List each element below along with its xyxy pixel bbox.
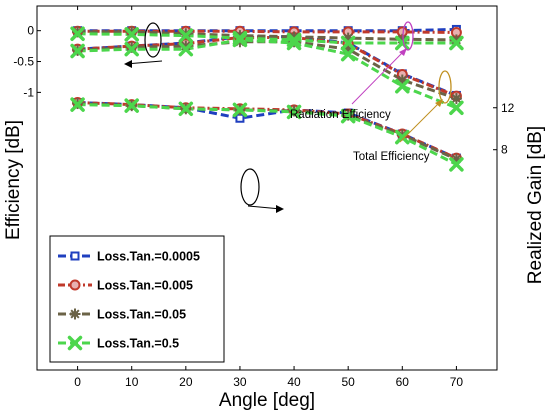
data-point-radiation-efficiency [395,35,410,51]
gain-ellipse [240,168,260,206]
data-point-total-efficiency [286,35,302,51]
data-point-realized-gain [124,98,139,113]
legend: Loss.Tan.=0.0005 Loss.Tan.=0.005 Loss.Tan.… [49,235,225,363]
data-point-radiation-efficiency [286,32,302,48]
x-axis: 0 10 20 30 40 50 60 70 [74,6,463,389]
legend-item: Loss.Tan.=0.5 [58,335,179,351]
radiation-arrow [351,49,406,105]
legend-marker [69,279,81,291]
data-point-total-efficiency [124,41,139,57]
data-point-realized-gain [178,101,194,117]
series-line-total-efficiency [77,40,457,100]
data-point-total-efficiency [70,43,85,59]
data-point-radiation-efficiency [178,28,194,43]
series-line-total-efficiency [77,38,457,110]
total-arrow [399,100,442,143]
data-point-realized-gain [70,97,85,112]
data-point-radiation-efficiency [124,27,139,42]
legend-marker [69,308,81,320]
annotation-group: Radiation Efficiency Total Efficiency [124,21,452,213]
data-point-realized-gain [340,108,356,124]
x-tick-label: 10 [125,375,139,389]
x-tick-label: 60 [396,375,410,389]
x-tick-label: 20 [179,375,193,389]
left-axis-title-text: Efficiency [dB] [3,119,25,241]
data-point-radiation-efficiency [449,35,464,51]
legend-item: Loss.Tan.=0.0005 [58,250,200,264]
legend-items: Loss.Tan.=0.0005 Loss.Tan.=0.005 Loss.Tan.… [58,250,200,351]
data-point-total-efficiency [449,100,464,116]
legend-item: Loss.Tan.=0.005 [58,279,193,293]
data-point-realized-gain [449,157,464,172]
x-tick-label: 30 [233,375,247,389]
legend-label: Loss.Tan.=0.005 [97,279,193,293]
x-axis-title: Angle [deg] [218,390,316,411]
total-arrowhead [435,99,443,107]
left-tick-label: -1 [23,85,34,99]
series-line-realized-gain [77,103,458,166]
annotation-total-efficiency: Total Efficiency [353,151,430,163]
annotation-radiation-efficiency: Radiation Efficiency [290,109,391,121]
total-ellipse [438,70,452,104]
x-tick-label: 50 [341,375,355,389]
x-tick-label: 70 [450,375,464,389]
gain-arrowhead [276,205,284,213]
legend-item: Loss.Tan.=0.05 [58,308,186,322]
right-tick-label: 8 [501,143,508,157]
series-line-radiation-efficiency [77,32,457,45]
right-y-axis: 12 8 [493,101,515,157]
left-axis-title: Efficiency [dB] [2,30,26,330]
left-y-axis: 0 -0.5 -1 [13,24,41,99]
data-point-realized-gain [395,129,410,145]
data-point-radiation-efficiency [70,26,85,42]
left-tick-label: 0 [27,24,34,38]
right-axis-title: Realized Gain [dB] [524,55,548,355]
data-point-realized-gain [232,102,248,118]
right-tick-label: 12 [501,101,515,115]
legend-label: Loss.Tan.=0.5 [97,337,179,351]
data-point-total-efficiency [450,93,462,105]
series-line-radiation-efficiency [77,30,457,42]
right-axis-title-text: Realized Gain [dB] [525,125,547,285]
data-point-total-efficiency [232,32,248,48]
data-point-radiation-efficiency [340,35,356,51]
left-tick-label: -0.5 [13,55,34,69]
data-point-total-efficiency [178,41,194,57]
data-point-total-efficiency [340,46,356,62]
series-lines [77,27,458,166]
radiation-ellipse [402,21,414,51]
series-markers [70,24,464,172]
legend-marker [70,251,80,261]
x-tick-label: 0 [74,375,81,389]
x-tick-label: 40 [287,375,301,389]
legend-label: Loss.Tan.=0.05 [97,308,186,322]
gain-axis-arrow [247,205,282,210]
data-point-realized-gain [235,113,245,123]
legend-label: Loss.Tan.=0.0005 [97,250,200,264]
data-point-total-efficiency [395,78,410,94]
radiation-arrowhead [399,48,407,56]
efficiency-arrowhead [124,60,132,68]
legend-marker [67,335,83,351]
data-point-realized-gain [286,104,302,120]
efficiency-ellipse [144,22,162,58]
